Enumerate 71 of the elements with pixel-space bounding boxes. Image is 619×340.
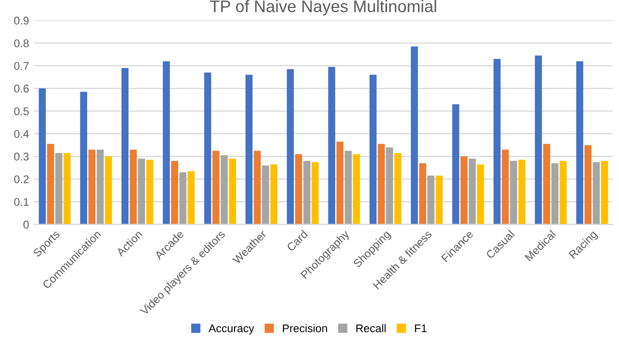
y-tick-label: 0.3 xyxy=(14,152,29,161)
bar xyxy=(303,160,310,224)
bar xyxy=(179,172,186,224)
bar xyxy=(452,104,460,224)
bar xyxy=(254,150,261,224)
bar xyxy=(352,154,360,224)
bar xyxy=(394,153,402,224)
bar xyxy=(228,158,236,224)
bar xyxy=(576,61,584,224)
bar xyxy=(104,156,112,224)
bar xyxy=(410,46,418,224)
bar xyxy=(55,153,62,224)
bar xyxy=(220,155,228,224)
bar xyxy=(64,153,71,224)
y-tick-label: 0.8 xyxy=(14,39,29,48)
bar xyxy=(502,150,509,224)
legend-label: Precision xyxy=(282,324,327,332)
bar xyxy=(543,144,550,224)
bar xyxy=(370,74,377,224)
bar xyxy=(419,163,426,224)
bar xyxy=(386,147,394,224)
bar xyxy=(592,162,600,224)
y-tick-label: 0.1 xyxy=(14,198,29,206)
bar xyxy=(171,160,178,224)
chart-title: TP of Naive Nayes Multinomial xyxy=(210,0,436,16)
bar xyxy=(146,160,154,224)
bar xyxy=(344,150,352,224)
bar xyxy=(518,160,526,224)
bar xyxy=(468,158,476,224)
bar xyxy=(436,176,443,224)
bar xyxy=(286,69,294,224)
bar xyxy=(246,74,253,224)
bar xyxy=(328,66,336,224)
y-tick-label: 0.2 xyxy=(14,175,29,184)
bar xyxy=(212,150,220,224)
bar xyxy=(138,158,146,224)
bar xyxy=(510,160,518,224)
bar xyxy=(494,58,501,224)
y-tick-label: 0.7 xyxy=(14,62,29,70)
y-tick-label: 0 xyxy=(23,220,29,229)
bar xyxy=(262,165,270,224)
y-tick-label: 0.4 xyxy=(14,130,29,138)
bar xyxy=(460,156,468,224)
bar xyxy=(560,160,567,224)
bar xyxy=(121,68,129,224)
bar xyxy=(88,150,96,224)
bar xyxy=(96,150,104,224)
legend-label: F1 xyxy=(415,324,427,332)
bar xyxy=(80,92,88,224)
y-tick-label: 0.6 xyxy=(14,84,29,93)
bar xyxy=(477,164,484,224)
bar xyxy=(38,88,46,224)
bar xyxy=(295,154,302,224)
bar xyxy=(427,176,434,224)
bar xyxy=(270,164,278,224)
y-tick-label: 0.5 xyxy=(14,107,29,116)
bar xyxy=(601,160,608,224)
bar xyxy=(378,144,385,224)
legend-label: Accuracy xyxy=(208,324,254,334)
bar xyxy=(188,171,195,224)
y-tick-label: 0.9 xyxy=(14,16,29,25)
bar xyxy=(130,150,137,224)
bar xyxy=(312,162,319,224)
bar xyxy=(162,61,170,224)
bar xyxy=(584,145,592,224)
legend-label: Recall xyxy=(356,324,386,332)
bar xyxy=(204,72,212,224)
bar xyxy=(534,56,542,224)
bar xyxy=(47,144,54,224)
bar xyxy=(336,142,344,224)
bar xyxy=(551,163,558,224)
